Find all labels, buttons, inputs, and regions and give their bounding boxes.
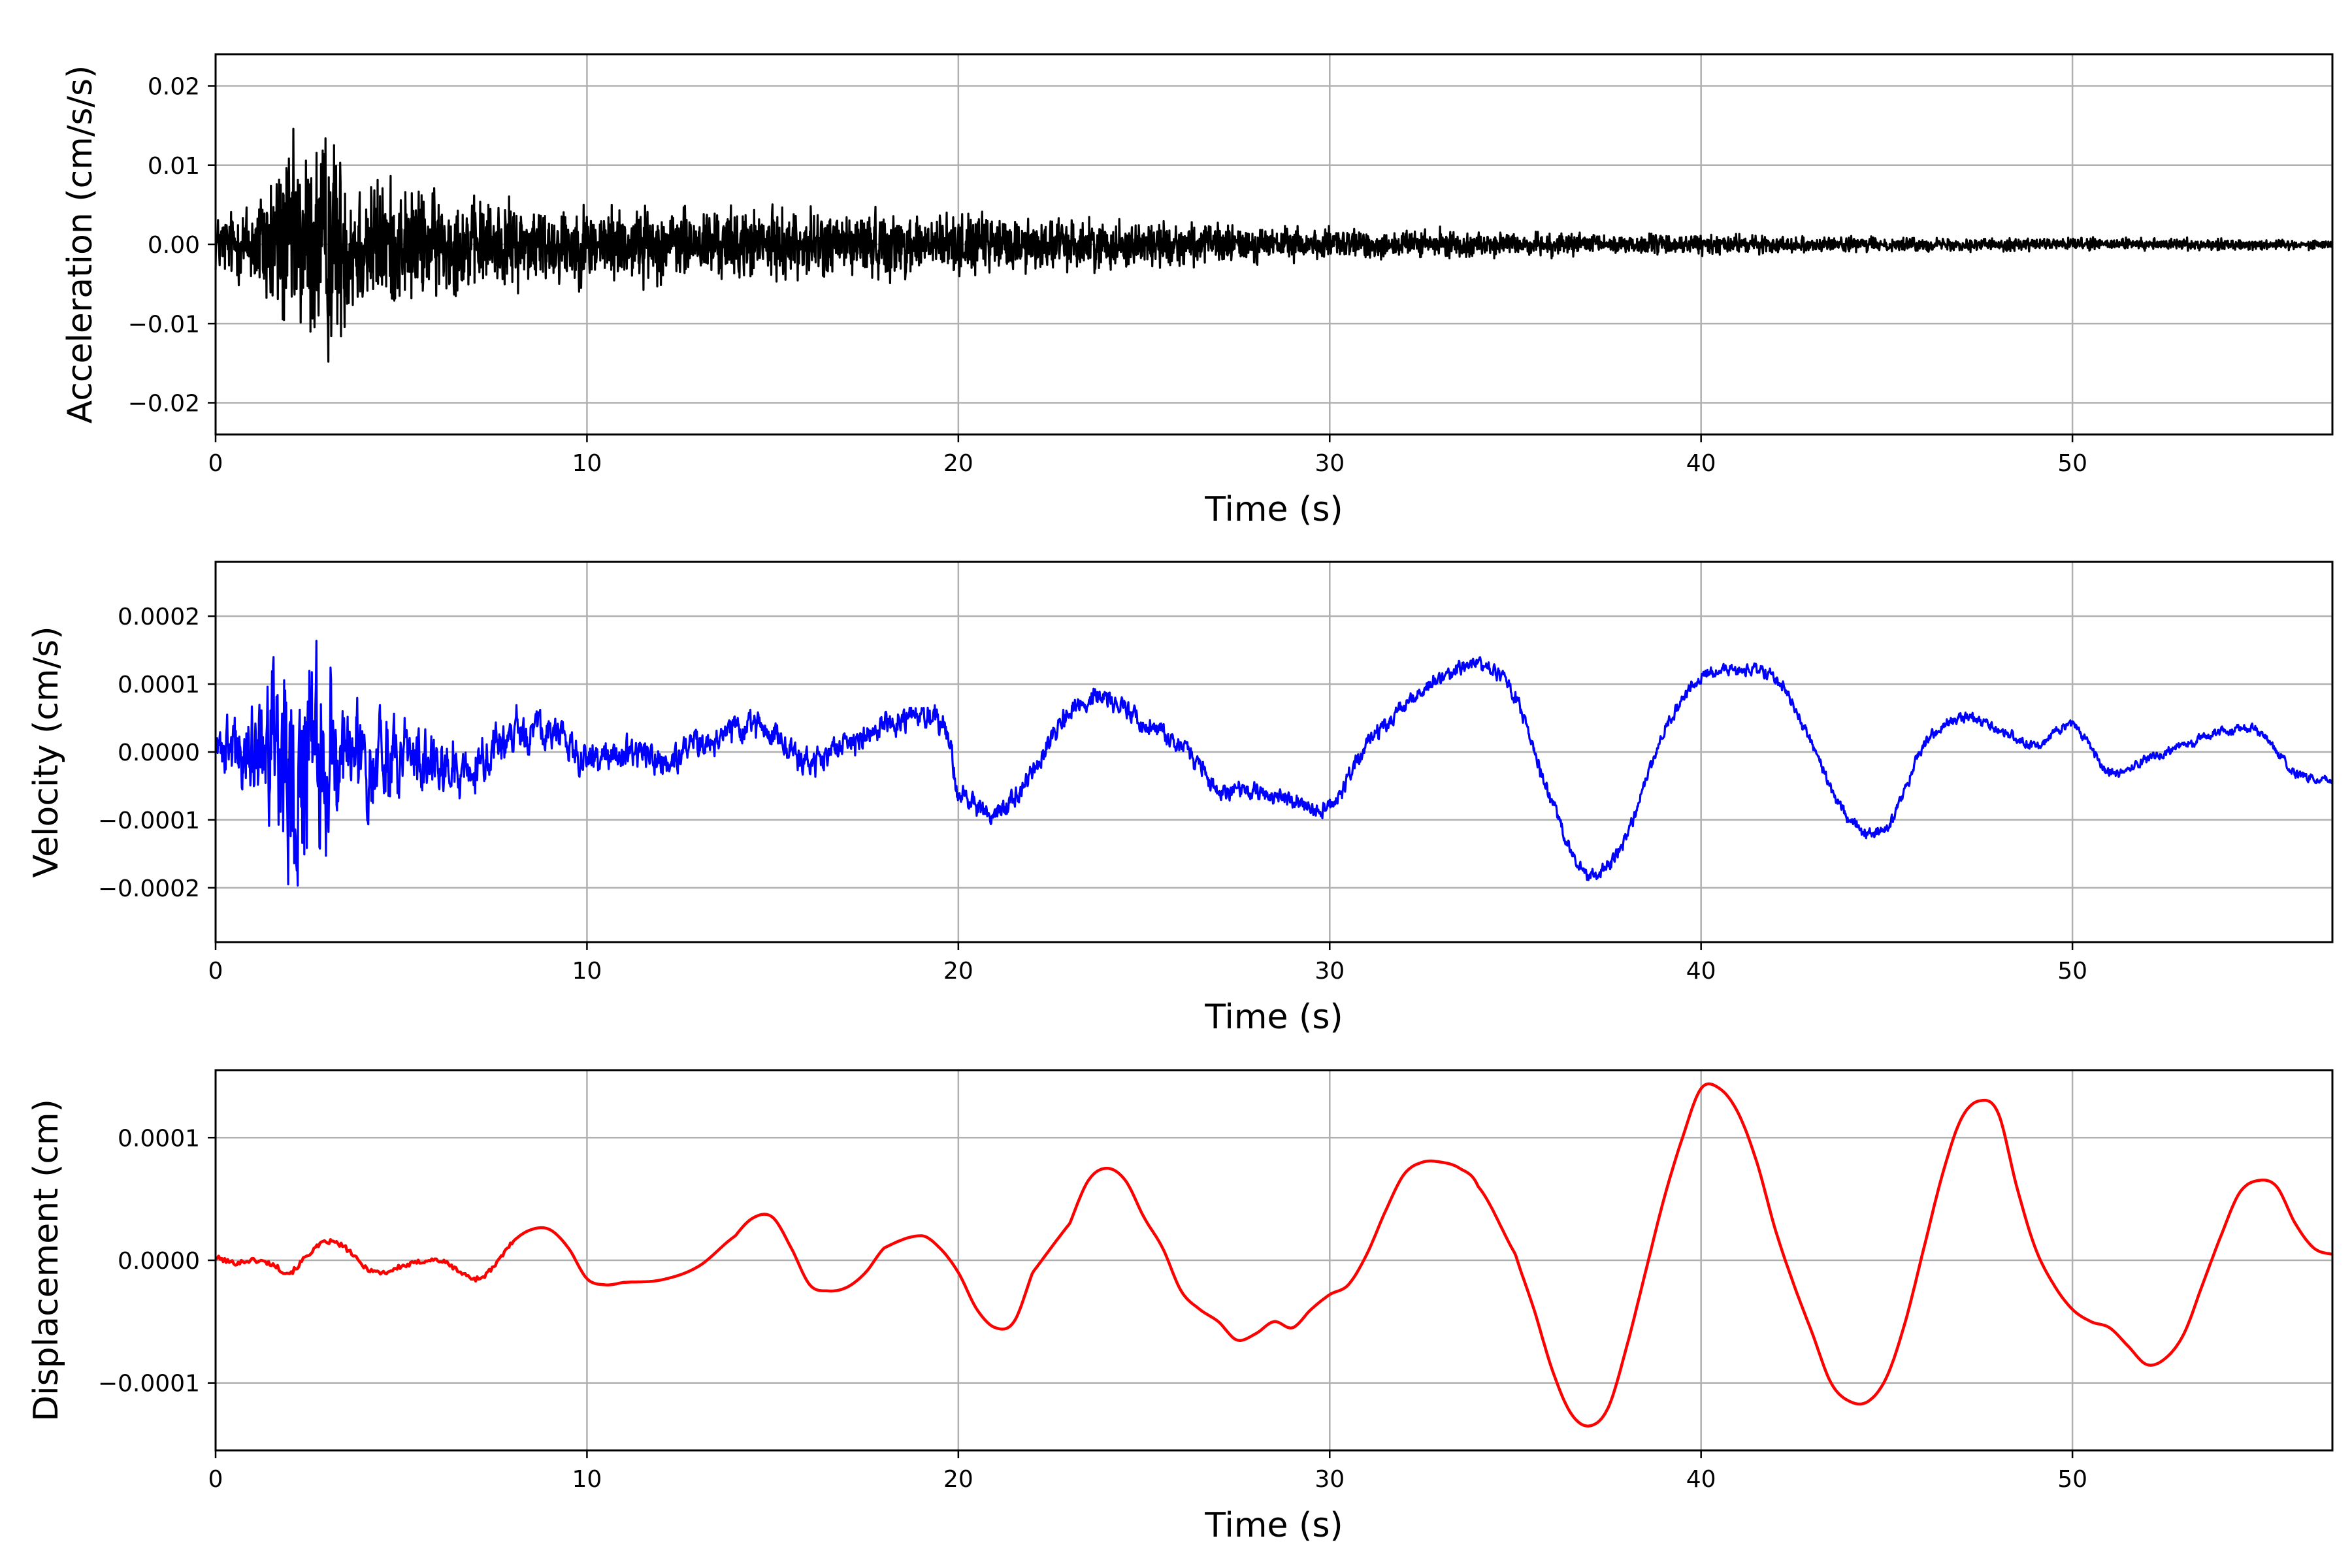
acceleration-y-tick-label: 0.01 xyxy=(148,153,200,180)
displacement-x-tick-label: 20 xyxy=(943,1466,973,1493)
displacement-x-tick-label: 0 xyxy=(208,1466,223,1493)
velocity-x-ticks: 0 10 20 30 40 50 xyxy=(208,942,2087,985)
velocity-series-line xyxy=(214,640,2334,887)
velocity-panel: 0 10 20 30 40 50 −0.0002 −0.0001 0.0000 0.0001 0.… xyxy=(27,561,2334,1037)
acceleration-y-tick-label: 0.00 xyxy=(148,232,200,259)
displacement-x-tick-label: 50 xyxy=(2057,1466,2087,1493)
velocity-y-axis-label: Velocity (cm/s) xyxy=(27,627,66,878)
displacement-y-tick-label: −0.0001 xyxy=(98,1371,200,1397)
acceleration-x-tick-label: 20 xyxy=(943,450,973,477)
acceleration-series-line xyxy=(214,127,2334,363)
velocity-x-tick-label: 20 xyxy=(943,958,973,985)
displacement-series xyxy=(215,1082,2333,1428)
displacement-y-tick-label: 0.0000 xyxy=(118,1248,200,1275)
velocity-y-tick-label: 0.0002 xyxy=(118,604,200,630)
velocity-x-tick-label: 40 xyxy=(1686,958,1716,985)
displacement-x-ticks: 0 10 20 30 40 50 xyxy=(208,1450,2087,1493)
acceleration-x-tick-label: 30 xyxy=(1315,450,1345,477)
displacement-x-axis-label: Time (s) xyxy=(1204,1506,1343,1545)
displacement-x-tick-label: 10 xyxy=(572,1466,602,1493)
velocity-x-axis-label: Time (s) xyxy=(1204,998,1343,1037)
velocity-series xyxy=(214,640,2334,887)
acceleration-y-ticks: −0.02 −0.01 0.00 0.01 0.02 xyxy=(128,74,216,417)
displacement-grid xyxy=(214,1070,2332,1450)
displacement-y-tick-label: 0.0001 xyxy=(118,1125,200,1152)
velocity-x-tick-label: 0 xyxy=(208,958,223,985)
displacement-panel: 0 10 20 30 40 50 −0.0001 0.0000 0.0001 Time (s)… xyxy=(27,1069,2334,1545)
acceleration-x-tick-label: 50 xyxy=(2057,450,2087,477)
acceleration-x-axis-label: Time (s) xyxy=(1204,490,1343,529)
velocity-y-tick-label: −0.0002 xyxy=(98,875,200,902)
velocity-y-ticks: −0.0002 −0.0001 0.0000 0.0001 0.0002 xyxy=(98,604,216,902)
velocity-y-tick-label: −0.0001 xyxy=(98,808,200,834)
velocity-x-tick-label: 10 xyxy=(572,958,602,985)
acceleration-x-tick-label: 10 xyxy=(572,450,602,477)
velocity-x-tick-label: 50 xyxy=(2057,958,2087,985)
displacement-y-ticks: −0.0001 0.0000 0.0001 xyxy=(98,1125,216,1397)
acceleration-y-tick-label: 0.02 xyxy=(148,74,200,101)
velocity-y-tick-label: 0.0001 xyxy=(118,672,200,698)
acceleration-y-tick-label: −0.02 xyxy=(128,391,200,417)
velocity-y-tick-label: 0.0000 xyxy=(118,740,200,766)
displacement-x-tick-label: 40 xyxy=(1686,1466,1716,1493)
acceleration-panel: 0 10 20 30 40 50 −0.02 −0.01 0.00 0.01 0.02 Time … xyxy=(61,53,2334,529)
acceleration-x-tick-label: 0 xyxy=(208,450,223,477)
displacement-x-tick-label: 30 xyxy=(1315,1466,1345,1493)
acceleration-y-tick-label: −0.01 xyxy=(128,311,200,338)
acceleration-series xyxy=(214,127,2334,363)
displacement-series-line xyxy=(215,1082,2333,1428)
displacement-y-axis-label: Displacement (cm) xyxy=(27,1099,66,1422)
acceleration-y-axis-label: Acceleration (cm/s/s) xyxy=(61,65,100,424)
acceleration-x-tick-label: 40 xyxy=(1686,450,1716,477)
velocity-x-tick-label: 30 xyxy=(1315,958,1345,985)
acceleration-x-ticks: 0 10 20 30 40 50 xyxy=(208,434,2087,477)
